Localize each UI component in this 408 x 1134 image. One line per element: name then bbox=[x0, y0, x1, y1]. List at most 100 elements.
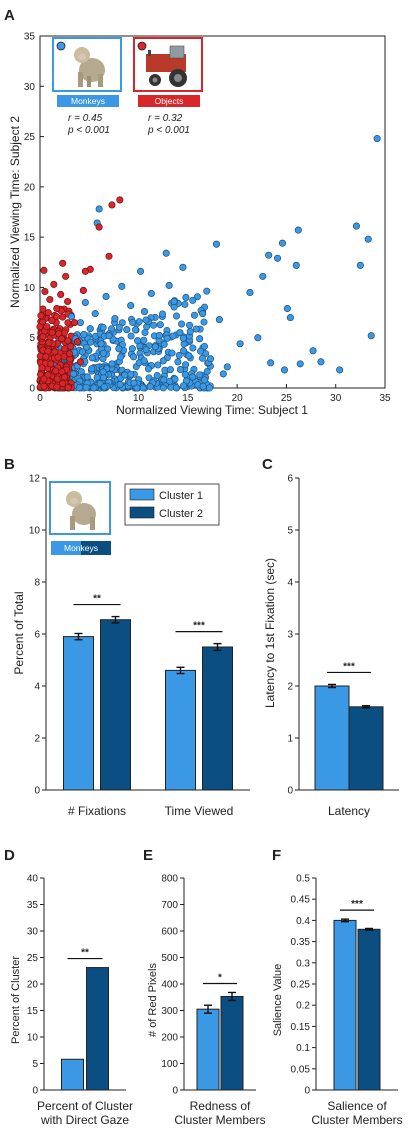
scatter-point-objects bbox=[105, 252, 113, 260]
scatter-point-monkeys bbox=[199, 310, 207, 318]
legend-label-cluster2: Cluster 2 bbox=[159, 508, 203, 520]
scatter-point-monkeys-cloud bbox=[139, 384, 147, 392]
scatter-point-monkeys bbox=[292, 261, 300, 269]
panel-f-ytick-label: 0.1 bbox=[296, 1043, 310, 1054]
scatter-point-monkeys bbox=[182, 293, 190, 302]
scatter-point-monkeys bbox=[78, 348, 86, 356]
scatter-point-objects bbox=[46, 295, 54, 304]
scatter-point-monkeys bbox=[373, 135, 381, 143]
panel-f-ytick-label: 0.35 bbox=[291, 937, 311, 948]
scatter-point-monkeys bbox=[236, 340, 244, 348]
panel-a-xtick-label: 0 bbox=[37, 393, 43, 404]
panel-a-ytick-label: 0 bbox=[29, 384, 35, 395]
scatter-point-monkeys-cloud bbox=[82, 343, 90, 351]
panel-d: D Percent of Cluster 0 5 10 15 20 25 30 35 40 ** P… bbox=[4, 847, 133, 1127]
panel-b-ytick-label: 8 bbox=[34, 578, 40, 589]
scatter-point-monkeys bbox=[278, 239, 287, 247]
scatter-point-objects bbox=[64, 297, 72, 306]
scatter-point-monkeys bbox=[83, 373, 91, 381]
objects-color-dot bbox=[137, 41, 147, 51]
panel-b-badge-c1 bbox=[51, 541, 81, 555]
scatter-point-objects-cloud bbox=[48, 328, 56, 336]
scatter-point-monkeys bbox=[69, 370, 78, 378]
objects-badge bbox=[138, 95, 200, 107]
panel-d-ytick-label: 15 bbox=[27, 1006, 39, 1017]
scatter-point-monkeys bbox=[259, 272, 267, 280]
panel-a-ytick-label: 20 bbox=[24, 182, 36, 193]
scatter-point-objects bbox=[39, 333, 47, 341]
monkey-photo-icon bbox=[74, 47, 105, 87]
scatter-point-monkeys-cloud bbox=[128, 345, 136, 353]
scatter-point-monkeys-cloud bbox=[150, 321, 158, 329]
panel-d-ytick-label: 0 bbox=[32, 1086, 38, 1097]
scatter-point-monkeys bbox=[267, 359, 275, 367]
scatter-point-monkeys bbox=[102, 292, 110, 301]
scatter-point-monkeys-cloud bbox=[182, 361, 190, 369]
panel-a: A Normalized Viewing Time: Subject 2 Nor… bbox=[4, 7, 391, 417]
scatter-point-monkeys bbox=[280, 366, 289, 374]
scatter-point-objects-cloud bbox=[39, 305, 47, 313]
panel-a-xtick-label: 25 bbox=[281, 393, 293, 404]
scatter-point-objects bbox=[42, 353, 50, 361]
scatter-point-monkeys bbox=[254, 334, 262, 342]
panel-a-xtick-label: 30 bbox=[330, 393, 342, 404]
panel-a-xtick-label: 35 bbox=[379, 393, 391, 404]
panel-a-ytick-label: 35 bbox=[24, 32, 36, 43]
scatter-point-monkeys bbox=[352, 222, 360, 230]
scatter-point-monkeys-cloud bbox=[200, 318, 208, 326]
category-label: Percent of Cluster bbox=[37, 1099, 133, 1113]
panel-c-ytick-label: 2 bbox=[287, 682, 293, 693]
bar-cluster-2 bbox=[100, 619, 131, 791]
panel-b-monkey-frame bbox=[49, 481, 111, 535]
scatter-point-monkeys bbox=[296, 360, 304, 368]
scatter-point-monkeys-cloud bbox=[172, 312, 180, 320]
scatter-point-monkeys bbox=[140, 308, 149, 316]
scatter-point-objects bbox=[37, 312, 45, 320]
panel-b-badge-label: Monkeys bbox=[64, 543, 98, 553]
scatter-point-monkeys bbox=[367, 332, 375, 340]
scatter-point-objects bbox=[58, 335, 66, 343]
panel-e-plot-area: 0 100 200 300 400 500 600 700 800 * Redness ofClus… bbox=[161, 874, 265, 1128]
category-label: Time Viewed bbox=[165, 804, 234, 818]
panel-d-ytick-label: 25 bbox=[27, 953, 39, 964]
panel-d-ytick-label: 30 bbox=[27, 927, 39, 938]
scatter-point-monkeys bbox=[76, 319, 84, 327]
panel-a-ytick-label: 5 bbox=[29, 333, 35, 344]
scatter-point-objects bbox=[76, 358, 84, 366]
panel-d-plot-area: 0 5 10 15 20 25 30 35 40 ** Percent of Clusterwith… bbox=[27, 874, 133, 1128]
scatter-point-objects bbox=[45, 339, 53, 347]
scatter-point-objects-cloud bbox=[40, 382, 48, 390]
scatter-point-monkeys-cloud bbox=[116, 380, 124, 388]
scatter-point-objects bbox=[61, 373, 69, 381]
scatter-point-monkeys bbox=[223, 363, 231, 371]
panel-f-ytick-label: 0 bbox=[304, 1086, 310, 1097]
objects-p: p < 0.001 bbox=[147, 125, 190, 136]
panel-f-ytick-label: 0.3 bbox=[296, 958, 310, 969]
scatter-point-monkeys bbox=[206, 355, 215, 363]
significance-marker: ** bbox=[81, 948, 89, 959]
scatter-point-monkeys bbox=[86, 325, 94, 333]
scatter-point-objects bbox=[43, 323, 51, 331]
scatter-point-objects bbox=[108, 201, 116, 209]
bar-cluster-1 bbox=[333, 919, 357, 1091]
scatter-point-monkeys bbox=[294, 226, 302, 234]
scatter-point-monkeys-cloud bbox=[90, 384, 98, 392]
scatter-point-monkeys-cloud bbox=[189, 344, 197, 352]
scatter-point-monkeys bbox=[97, 340, 105, 348]
panel-d-ytick-label: 5 bbox=[32, 1059, 38, 1070]
scatter-point-monkeys bbox=[123, 326, 131, 334]
panel-a-ytick-label: 25 bbox=[24, 132, 36, 143]
panel-c-ytick-label: 0 bbox=[287, 786, 293, 797]
panel-letter-a: A bbox=[4, 7, 15, 24]
scatter-point-monkeys-cloud bbox=[159, 310, 167, 318]
scatter-point-monkeys-cloud bbox=[100, 383, 108, 391]
panel-b-ytick-label: 2 bbox=[34, 734, 40, 745]
tractor-photo-icon bbox=[146, 45, 187, 87]
panel-c-ytick-label: 6 bbox=[287, 474, 293, 485]
panel-e-ytick-label: 100 bbox=[161, 1059, 178, 1070]
legend-swatch-cluster2 bbox=[129, 506, 155, 519]
monkeys-badge-label: Monkeys bbox=[71, 96, 105, 106]
panel-a-plot-area: 0 5 10 15 20 25 30 35 0 5 10 15 20 25 30 35 bbox=[24, 32, 391, 405]
scatter-point-monkeys-cloud bbox=[180, 347, 188, 355]
scatter-point-monkeys-cloud bbox=[178, 320, 186, 328]
